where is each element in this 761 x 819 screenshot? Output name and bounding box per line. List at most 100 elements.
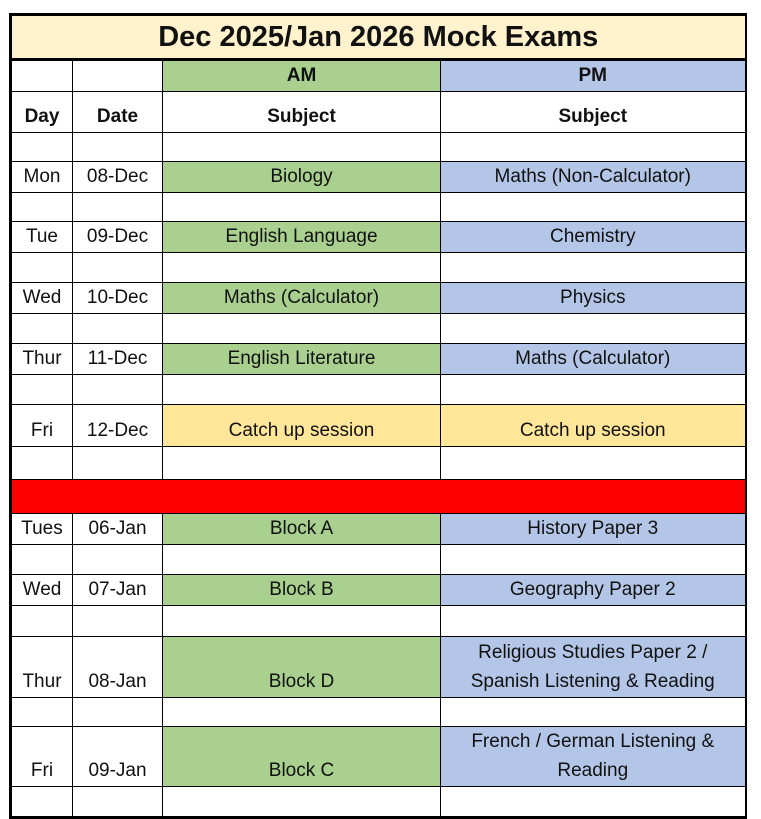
exam-day-row: Wed 10-Dec Maths (Calculator) Physics bbox=[10, 282, 747, 314]
empty-cell bbox=[439, 374, 747, 405]
date-cell: 06-Jan bbox=[72, 513, 163, 545]
am-subject-cell: Catch up session bbox=[162, 404, 441, 447]
day-cell: Fri bbox=[10, 404, 73, 447]
pm-subject-cell: Catch up session bbox=[439, 404, 747, 447]
exam-day-row: Tue 09-Dec English Language Chemistry bbox=[10, 221, 747, 253]
empty-cell bbox=[162, 446, 441, 480]
am-subject-cell: Block D bbox=[162, 636, 441, 698]
holiday-break-row bbox=[9, 479, 747, 514]
empty-cell bbox=[72, 697, 163, 727]
exam-day-row: Thur 08-Jan Block D Religious Studies Paper… bbox=[10, 636, 747, 698]
day-cell: Wed bbox=[10, 282, 73, 314]
spacer-row bbox=[10, 605, 747, 637]
am-subject-cell: Maths (Calculator) bbox=[162, 282, 441, 314]
day-header: Day bbox=[10, 91, 73, 133]
empty-cell bbox=[162, 544, 441, 575]
pm-header: PM bbox=[439, 59, 747, 92]
empty-cell bbox=[162, 786, 441, 818]
exam-day-row: Thur 11-Dec English Literature Maths (Calcu… bbox=[10, 343, 747, 375]
empty-cell bbox=[72, 59, 163, 92]
am-subject-cell: English Literature bbox=[162, 343, 441, 375]
am-subject-cell: Block C bbox=[162, 726, 441, 787]
date-cell: 08-Dec bbox=[72, 161, 163, 193]
empty-cell bbox=[10, 59, 73, 92]
pm-subject-line: Religious Studies Paper 2 / bbox=[478, 642, 708, 663]
pm-subject-line: Reading bbox=[557, 760, 629, 781]
empty-cell bbox=[10, 697, 73, 727]
date-cell: 07-Jan bbox=[72, 574, 163, 606]
holiday-break-bar bbox=[9, 479, 747, 514]
pm-subject-cell: Physics bbox=[439, 282, 747, 314]
exam-day-row: Tues 06-Jan Block A History Paper 3 bbox=[10, 513, 747, 545]
pm-subject-cell: Maths (Calculator) bbox=[439, 343, 747, 375]
pm-subject-header: Subject bbox=[439, 91, 747, 133]
empty-cell bbox=[10, 374, 73, 405]
spacer-row bbox=[10, 544, 747, 575]
date-cell: 09-Jan bbox=[72, 726, 163, 787]
date-cell: 11-Dec bbox=[72, 343, 163, 375]
empty-cell bbox=[72, 605, 163, 637]
exam-day-row: Fri 09-Jan Block C French / German Listenin… bbox=[10, 726, 747, 787]
empty-cell bbox=[10, 132, 73, 162]
page-title: Dec 2025/Jan 2026 Mock Exams bbox=[9, 14, 747, 61]
empty-cell bbox=[72, 544, 163, 575]
empty-cell bbox=[162, 252, 441, 283]
pm-subject-cell: History Paper 3 bbox=[439, 513, 747, 545]
am-subject-cell: Block A bbox=[162, 513, 441, 545]
day-cell: Wed bbox=[10, 574, 73, 606]
empty-cell bbox=[10, 446, 73, 480]
empty-cell bbox=[10, 786, 73, 818]
spacer-row bbox=[10, 786, 747, 818]
empty-cell bbox=[10, 192, 73, 222]
empty-cell bbox=[439, 786, 747, 818]
date-cell: 08-Jan bbox=[72, 636, 163, 698]
spacer-row bbox=[10, 446, 747, 480]
am-subject-cell: English Language bbox=[162, 221, 441, 253]
spacer-row bbox=[10, 192, 747, 222]
day-cell: Tue bbox=[10, 221, 73, 253]
empty-cell bbox=[439, 252, 747, 283]
empty-cell bbox=[439, 313, 747, 344]
empty-cell bbox=[72, 313, 163, 344]
spacer-row bbox=[10, 252, 747, 283]
empty-cell bbox=[162, 132, 441, 162]
day-cell: Thur bbox=[10, 343, 73, 375]
pm-subject-cell: Geography Paper 2 bbox=[439, 574, 747, 606]
date-cell: 09-Dec bbox=[72, 221, 163, 253]
day-cell: Fri bbox=[10, 726, 73, 787]
empty-cell bbox=[10, 313, 73, 344]
pm-subject-line: Spanish Listening & Reading bbox=[470, 671, 715, 692]
empty-cell bbox=[162, 313, 441, 344]
empty-cell bbox=[439, 192, 747, 222]
empty-cell bbox=[439, 605, 747, 637]
empty-cell bbox=[10, 544, 73, 575]
empty-cell bbox=[10, 605, 73, 637]
date-header: Date bbox=[72, 91, 163, 133]
exam-day-row: Fri 12-Dec Catch up session Catch up sessio… bbox=[10, 404, 747, 447]
spacer-row bbox=[10, 313, 747, 344]
empty-cell bbox=[439, 697, 747, 727]
pm-subject-cell: Maths (Non-Calculator) bbox=[439, 161, 747, 193]
date-cell: 12-Dec bbox=[72, 404, 163, 447]
empty-cell bbox=[72, 786, 163, 818]
empty-cell bbox=[72, 446, 163, 480]
mock-exam-timetable: Dec 2025/Jan 2026 Mock Exams AM PM Day D… bbox=[9, 13, 747, 819]
day-cell: Mon bbox=[10, 161, 73, 193]
spacer-row bbox=[10, 374, 747, 405]
empty-cell bbox=[439, 544, 747, 575]
pm-subject-cell: Chemistry bbox=[439, 221, 747, 253]
spacer-row bbox=[10, 132, 747, 162]
empty-cell bbox=[72, 374, 163, 405]
pm-subject-cell: French / German Listening & Reading bbox=[439, 726, 747, 787]
exam-day-row: Mon 08-Dec Biology Maths (Non-Calculator) bbox=[10, 161, 747, 193]
day-cell: Tues bbox=[10, 513, 73, 545]
empty-cell bbox=[439, 446, 747, 480]
empty-cell bbox=[10, 252, 73, 283]
am-subject-cell: Block B bbox=[162, 574, 441, 606]
exam-day-row: Wed 07-Jan Block B Geography Paper 2 bbox=[10, 574, 747, 606]
empty-cell bbox=[162, 374, 441, 405]
empty-cell bbox=[72, 132, 163, 162]
day-cell: Thur bbox=[10, 636, 73, 698]
am-subject-header: Subject bbox=[162, 91, 441, 133]
am-subject-cell: Biology bbox=[162, 161, 441, 193]
